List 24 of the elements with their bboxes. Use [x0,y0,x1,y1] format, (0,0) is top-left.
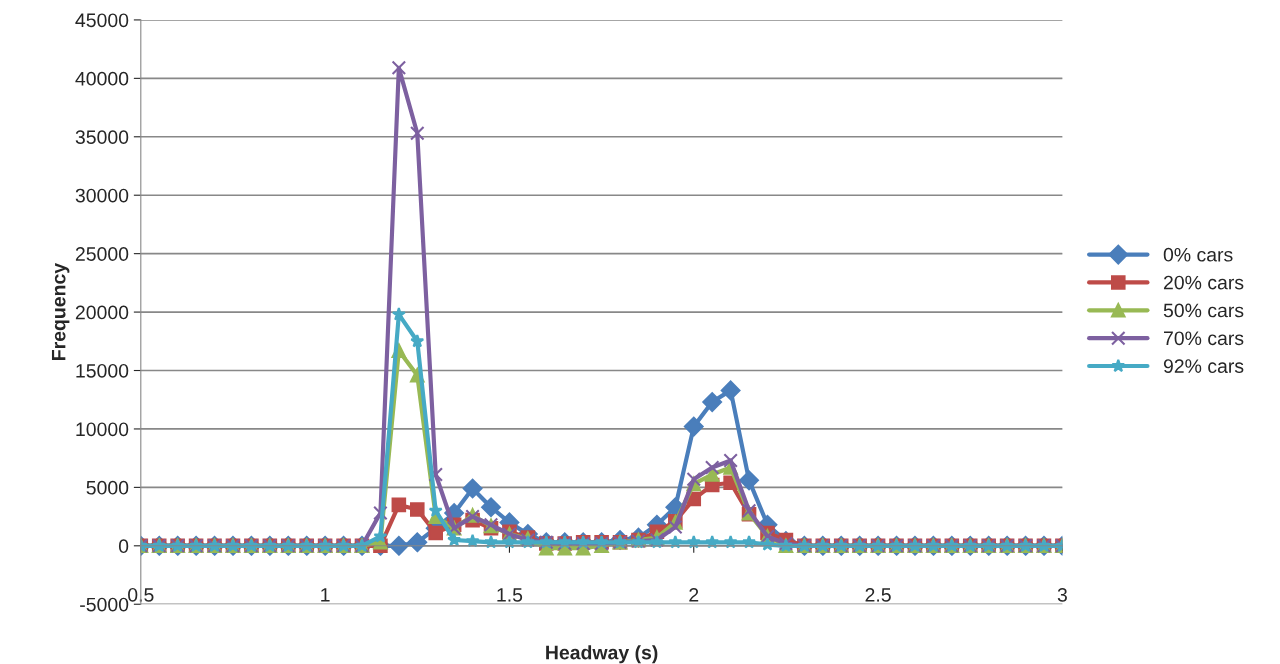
y-tick-label: 15000 [76,363,129,378]
x-tick-label: 2 [689,587,699,602]
legend-label: 92% cars [1163,359,1244,373]
x-tick-label: 0.5 [128,587,154,602]
y-tick-label: 5000 [86,480,129,495]
y-tick-label: 10000 [76,422,129,437]
y-axis-title: Frequency [51,263,70,360]
legend-label: 70% cars [1164,331,1244,346]
legend-label: 0% cars [1163,247,1233,262]
y-tick-label: 45000 [75,13,129,28]
y-tick-label: -5000 [80,597,129,612]
y-tick-label: 30000 [75,188,129,203]
x-tick-label: 1 [321,588,330,602]
y-tick-label: 20000 [75,305,129,320]
y-tick-label: 40000 [75,71,129,86]
x-axis-title: Headway (s) [546,645,658,664]
y-tick-label: 0 [118,539,129,554]
x-tick-label: 3 [1057,587,1067,602]
x-tick-label: 2.5 [865,587,891,602]
y-tick-label: 25000 [75,247,129,261]
legend-label: 50% cars [1163,303,1244,318]
legend-label: 20% cars [1163,275,1244,290]
x-tick-label: 1.5 [497,588,523,602]
y-tick-label: 35000 [75,130,129,145]
